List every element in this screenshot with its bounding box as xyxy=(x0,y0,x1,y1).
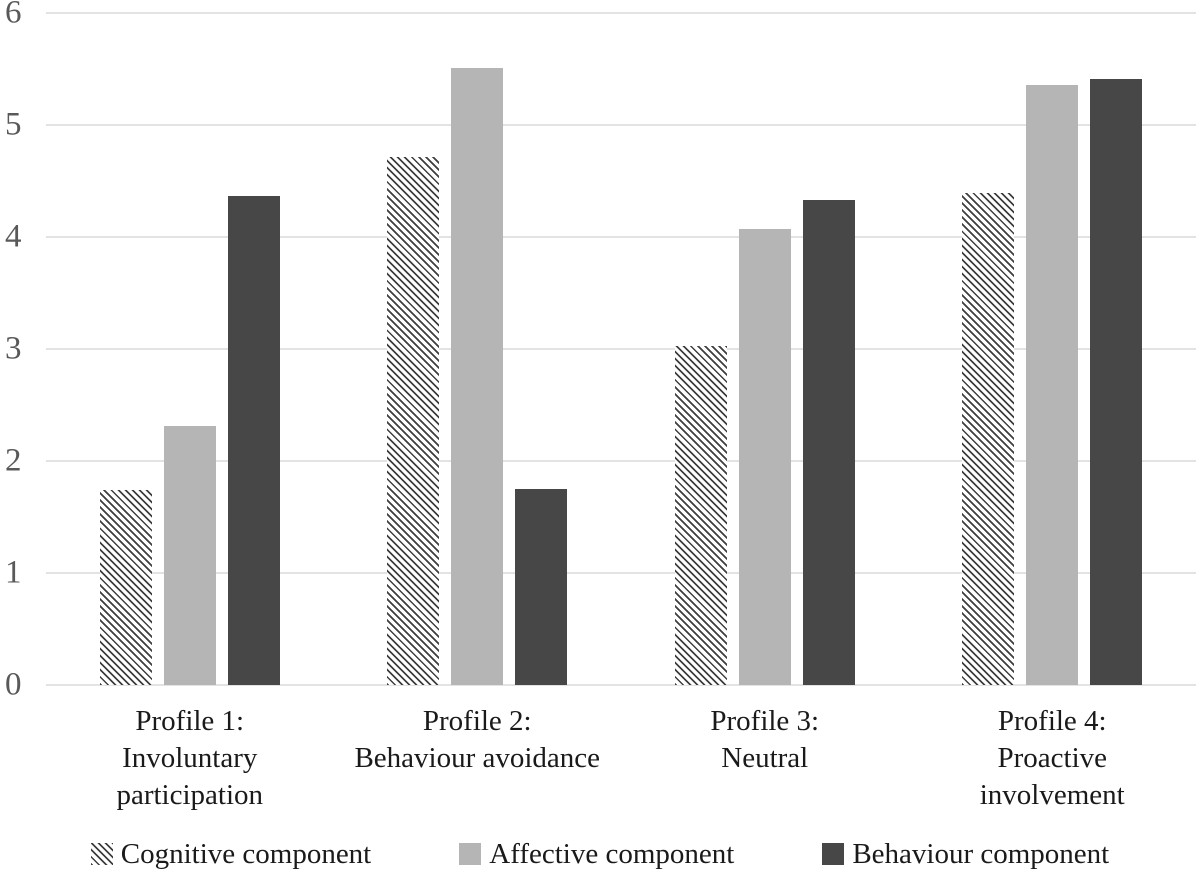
y-axis-tick-label-6: 6 xyxy=(5,0,22,31)
legend-item-behaviour: Behaviour component xyxy=(822,838,1109,870)
category-label-profile-1: Profile 1: Involuntary participation xyxy=(116,705,264,811)
y-axis-tick-label-4: 4 xyxy=(5,218,22,255)
bar-affective-profile-1 xyxy=(163,426,216,685)
legend-swatch-affective-icon xyxy=(459,843,482,865)
bar-cognitive-profile-4 xyxy=(962,193,1015,685)
legend-label-affective: Affective component xyxy=(489,838,735,870)
bar-behaviour-profile-1 xyxy=(227,195,280,685)
y-axis-tick-label-5: 5 xyxy=(5,106,22,143)
x-axis-category-labels: Profile 1: Involuntary participation Prof… xyxy=(46,703,1196,828)
bar-cognitive-profile-2 xyxy=(387,157,440,685)
legend-item-cognitive: Cognitive component xyxy=(90,838,372,870)
y-axis-tick-label-1: 1 xyxy=(5,554,22,591)
gridline-y-5 xyxy=(46,124,1196,126)
gridline-y-3 xyxy=(46,348,1196,350)
gridline-y-2 xyxy=(46,460,1196,462)
legend-swatch-cognitive-icon xyxy=(90,843,113,865)
bar-cognitive-profile-3 xyxy=(674,345,727,685)
bar-behaviour-profile-2 xyxy=(515,489,568,685)
y-axis-tick-label-0: 0 xyxy=(5,666,22,703)
bar-affective-profile-4 xyxy=(1026,84,1079,685)
bar-affective-profile-2 xyxy=(451,67,504,685)
category-label-profile-2: Profile 2: Behaviour avoidance xyxy=(354,705,601,774)
y-axis-tick-label-3: 3 xyxy=(5,330,22,367)
legend-label-behaviour: Behaviour component xyxy=(852,838,1110,870)
bar-affective-profile-3 xyxy=(738,229,791,685)
plot-area xyxy=(46,12,1196,686)
legend: Cognitive component Affective component Be… xyxy=(0,838,1200,870)
gridline-y-4 xyxy=(46,236,1196,238)
gridline-y-0 xyxy=(46,684,1196,686)
category-label-profile-3: Profile 3: Neutral xyxy=(710,705,820,774)
bar-behaviour-profile-3 xyxy=(802,200,855,685)
gridline-y-1 xyxy=(46,572,1196,574)
y-axis-tick-label-2: 2 xyxy=(5,442,22,479)
legend-swatch-behaviour-icon xyxy=(822,843,845,865)
legend-label-cognitive: Cognitive component xyxy=(120,838,372,870)
bar-behaviour-profile-4 xyxy=(1090,79,1143,685)
legend-item-affective: Affective component xyxy=(459,838,734,870)
gridline-y-6 xyxy=(46,12,1196,14)
category-label-profile-4: Profile 4: Proactive involvement xyxy=(979,705,1125,811)
bar-cognitive-profile-1 xyxy=(99,490,152,685)
